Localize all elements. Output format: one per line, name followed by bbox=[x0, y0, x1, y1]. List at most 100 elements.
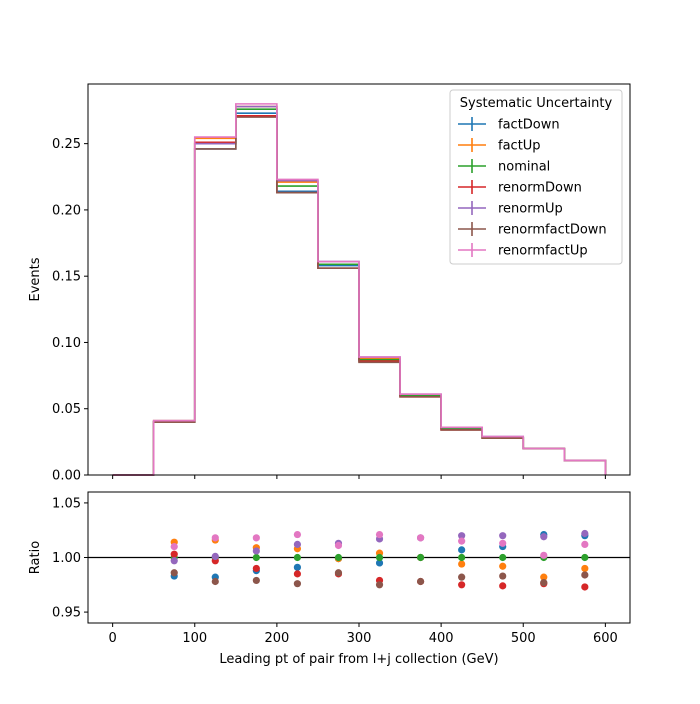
ratio-point bbox=[170, 569, 178, 577]
ratio-point bbox=[252, 534, 260, 542]
ratio-point bbox=[458, 537, 466, 545]
legend: Systematic Uncertainty factDown factUp nom… bbox=[449, 89, 623, 265]
ratio-point bbox=[499, 562, 507, 570]
x-axis-label: Leading pt of pair from l+j collection (… bbox=[219, 652, 498, 667]
legend-item-renormfactUp: renormfactUp bbox=[458, 243, 588, 259]
ratio-point bbox=[499, 532, 507, 540]
events-y-ticks: 0.00 0.05 0.10 0.15 0.20 0.25 bbox=[52, 137, 88, 484]
legend-label: renormfactDown bbox=[498, 223, 607, 238]
ratio-point bbox=[375, 553, 384, 562]
ratio-point bbox=[499, 582, 507, 590]
ratio-point bbox=[458, 581, 466, 589]
ratio-point bbox=[252, 547, 260, 555]
histogram-renormfactUp bbox=[112, 103, 607, 476]
x-tick-label: 600 bbox=[593, 631, 618, 646]
legend-label: renormDown bbox=[498, 181, 582, 196]
x-tick-label: 400 bbox=[429, 631, 454, 646]
events-plot-area bbox=[112, 103, 607, 476]
ratio-point bbox=[293, 540, 302, 549]
x-tick-label: 500 bbox=[511, 631, 536, 646]
ratio-point bbox=[581, 571, 589, 579]
ratio-point bbox=[293, 563, 302, 571]
ratio-series-renormfactUp bbox=[170, 530, 589, 559]
legend-title: Systematic Uncertainty bbox=[460, 96, 613, 111]
ratio-point bbox=[293, 580, 302, 588]
y-tick-label: 0.25 bbox=[52, 137, 81, 152]
events-panel: 0.00 0.05 0.10 0.15 0.20 0.25 Events Systemat… bbox=[28, 83, 631, 484]
ratio-point bbox=[211, 577, 219, 586]
legend-label: renormUp bbox=[498, 202, 563, 217]
x-tick-label: 100 bbox=[182, 631, 207, 646]
legend-label: renormfactUp bbox=[498, 244, 588, 259]
ratio-point bbox=[170, 557, 178, 565]
legend-item-renormUp: renormUp bbox=[458, 201, 563, 217]
legend-items: factDown factUp nominal renormDown renormUp r… bbox=[458, 117, 607, 259]
y-tick-label: 0.10 bbox=[52, 336, 81, 351]
y-tick-label: 1.05 bbox=[52, 496, 81, 511]
ratio-point bbox=[170, 550, 178, 558]
ratio-point bbox=[458, 560, 466, 568]
ratio-plot-area bbox=[88, 529, 630, 591]
x-tick-label: 0 bbox=[108, 631, 116, 646]
legend-label: factDown bbox=[498, 118, 560, 133]
ratio-point bbox=[458, 573, 466, 581]
events-x-ticks bbox=[112, 475, 606, 479]
y-tick-label: 0.20 bbox=[52, 203, 81, 218]
ratio-point bbox=[211, 534, 219, 542]
y-tick-label: 0.05 bbox=[52, 402, 81, 417]
ratio-point bbox=[252, 576, 260, 585]
ratio-point bbox=[540, 551, 548, 559]
ratio-x-ticks: 0 100 200 300 400 500 600 bbox=[108, 623, 618, 646]
ratio-point bbox=[293, 553, 302, 562]
ratio-point bbox=[416, 553, 425, 562]
ratio-point bbox=[499, 553, 507, 562]
ratio-point bbox=[581, 553, 589, 562]
ratio-point bbox=[499, 572, 507, 580]
ratio-point bbox=[540, 533, 548, 541]
x-tick-label: 300 bbox=[347, 631, 372, 646]
ratio-y-axis-label: Ratio bbox=[28, 541, 43, 574]
ratio-point bbox=[334, 541, 343, 550]
ratio-y-ticks: 0.95 1.00 1.05 bbox=[52, 496, 88, 621]
ratio-point bbox=[458, 532, 466, 540]
ratio-point bbox=[581, 564, 589, 573]
y-tick-label: 1.00 bbox=[52, 551, 81, 566]
y-tick-label: 0.95 bbox=[52, 606, 81, 621]
legend-item-factDown: factDown bbox=[458, 117, 560, 133]
ratio-point bbox=[499, 539, 507, 547]
y-tick-label: 0.00 bbox=[52, 469, 81, 484]
ratio-point bbox=[540, 573, 548, 581]
y-tick-label: 0.15 bbox=[52, 270, 81, 285]
ratio-point bbox=[211, 552, 219, 561]
ratio-point bbox=[252, 553, 260, 562]
legend-label: nominal bbox=[498, 160, 550, 175]
ratio-point bbox=[170, 542, 178, 551]
legend-label: factUp bbox=[498, 139, 541, 154]
ratio-point bbox=[252, 564, 260, 573]
x-tick-label: 200 bbox=[264, 631, 289, 646]
ratio-series-renormfactDown bbox=[170, 569, 589, 589]
legend-item-factUp: factUp bbox=[458, 138, 541, 154]
ratio-point bbox=[458, 553, 466, 562]
legend-item-renormfactDown: renormfactDown bbox=[458, 222, 607, 238]
ratio-point bbox=[581, 583, 589, 591]
ratio-point bbox=[334, 553, 343, 562]
ratio-point bbox=[293, 530, 302, 539]
ratio-point bbox=[375, 530, 384, 539]
ratio-point bbox=[293, 570, 302, 578]
ratio-point bbox=[458, 546, 466, 554]
ratio-point bbox=[581, 540, 589, 549]
ratio-point bbox=[375, 581, 384, 589]
legend-box bbox=[449, 89, 623, 265]
legend-item-renormDown: renormDown bbox=[458, 180, 582, 196]
ratio-point bbox=[416, 534, 425, 542]
ratio-point bbox=[334, 569, 343, 577]
ratio-panel: 0.95 1.00 1.05 0 100 200 300 400 500 600 Ratio L… bbox=[28, 491, 631, 667]
events-y-axis-label: Events bbox=[28, 257, 43, 301]
ratio-point bbox=[581, 529, 589, 538]
ratio-point bbox=[540, 579, 548, 587]
ratio-point bbox=[375, 559, 384, 567]
ratio-point bbox=[416, 577, 425, 586]
legend-item-nominal: nominal bbox=[458, 159, 550, 175]
